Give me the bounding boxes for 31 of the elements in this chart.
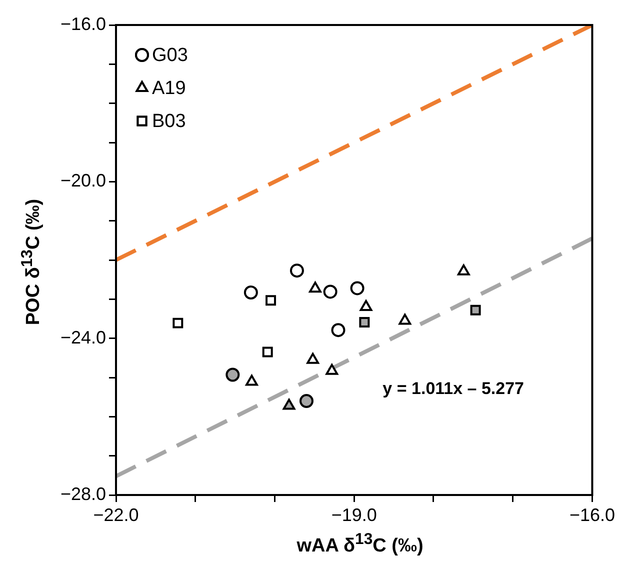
x-tick-label: −22.0 bbox=[93, 504, 139, 525]
point bbox=[470, 304, 481, 316]
point bbox=[262, 346, 273, 358]
point bbox=[359, 317, 370, 328]
legend-label: G03 bbox=[152, 45, 188, 66]
point bbox=[398, 314, 412, 325]
point bbox=[282, 398, 296, 410]
point bbox=[360, 300, 372, 311]
point bbox=[266, 295, 276, 306]
point bbox=[299, 394, 314, 408]
point bbox=[323, 284, 338, 299]
x-tick-label: −19.0 bbox=[331, 504, 377, 525]
y-tick-label: −24.0 bbox=[60, 327, 106, 348]
x-tick-label: −16.0 bbox=[569, 504, 615, 525]
legend-label: B03 bbox=[152, 111, 186, 132]
point bbox=[326, 364, 338, 375]
y-tick-label: −28.0 bbox=[60, 484, 106, 504]
point bbox=[246, 374, 258, 386]
point bbox=[244, 286, 258, 300]
y-tick-label: −16.0 bbox=[60, 14, 106, 34]
annotation: y = 1.011x – 5.277 bbox=[382, 378, 524, 398]
point bbox=[331, 323, 346, 338]
y-tick-label: −20.0 bbox=[60, 170, 106, 191]
point bbox=[290, 264, 304, 278]
point bbox=[306, 352, 320, 364]
legend-label: A19 bbox=[152, 78, 186, 100]
point bbox=[226, 368, 240, 382]
point bbox=[309, 282, 322, 293]
x-axis-title: wAA δ$^{13}$C (‰) bbox=[296, 531, 424, 558]
point bbox=[350, 281, 364, 296]
point bbox=[172, 318, 184, 328]
